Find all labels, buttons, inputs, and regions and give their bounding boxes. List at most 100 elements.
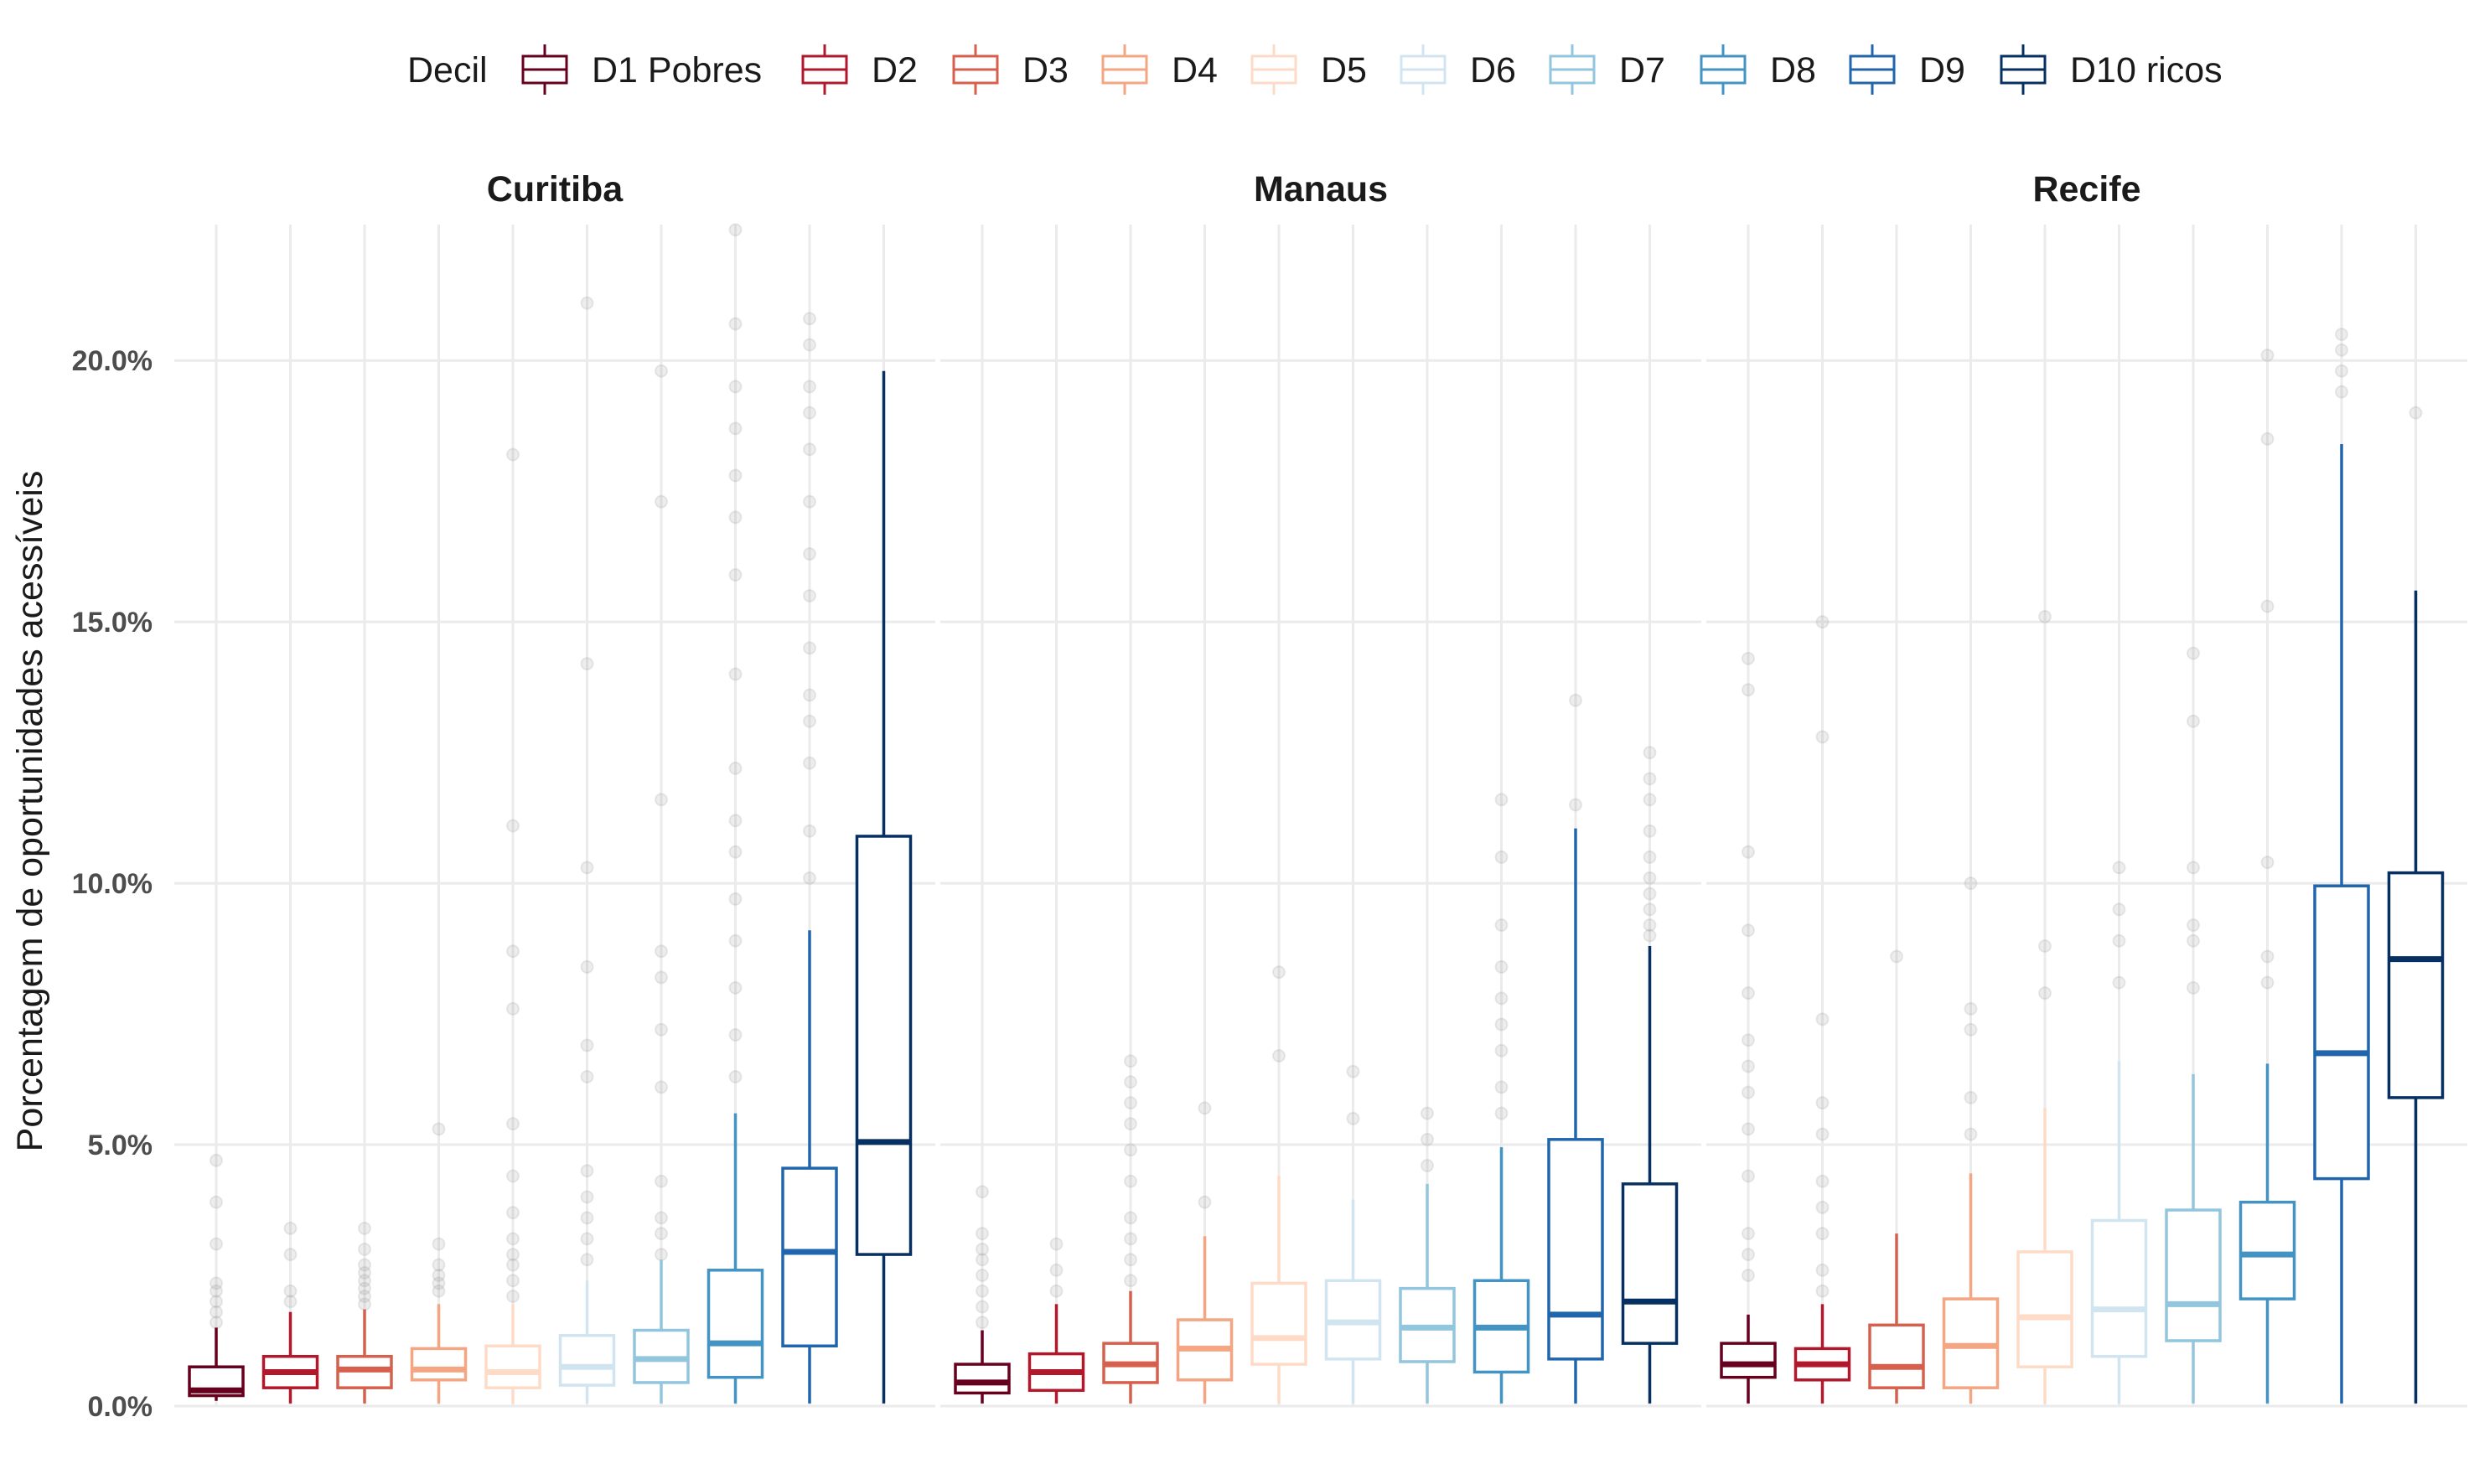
outlier-point — [728, 380, 743, 394]
outlier-point — [1643, 772, 1657, 786]
box-4 — [1942, 876, 2000, 1404]
outlier-point — [580, 1253, 594, 1267]
box-5 — [1250, 965, 1307, 1404]
outlier-point — [2260, 856, 2275, 870]
outlier-point — [655, 1211, 668, 1225]
outlier-point — [655, 970, 668, 985]
outlier-point — [1124, 1096, 1137, 1110]
outlier-point — [1421, 1106, 1434, 1120]
outlier-point — [580, 657, 594, 671]
outlier-point — [803, 442, 816, 457]
outlier-point — [210, 1305, 223, 1319]
outlier-point — [803, 338, 816, 352]
outlier-point — [1742, 845, 1755, 859]
y-axis: 0.0% 5.0% 10.0% 15.0% 20.0% — [72, 345, 153, 1423]
outlier-point — [1742, 1085, 1755, 1099]
outlier-point — [580, 1190, 594, 1204]
outlier-point — [358, 1221, 371, 1235]
outlier-point — [1742, 1059, 1755, 1073]
outlier-point — [803, 824, 816, 838]
y-tick-label: 20.0% — [72, 345, 153, 377]
outlier-point — [803, 312, 816, 326]
outlier-point — [1124, 1054, 1137, 1068]
box-5 — [484, 447, 541, 1404]
outlier-point — [1494, 1017, 1509, 1032]
outlier-point — [506, 447, 520, 462]
outlier-point — [1049, 1263, 1064, 1277]
legend-label: D3 — [1022, 50, 1069, 90]
outlier-point — [506, 1206, 520, 1220]
outlier-point — [1569, 798, 1582, 812]
outlier-point — [1198, 1101, 1212, 1115]
outlier-point — [506, 1258, 520, 1272]
outlier-point — [358, 1281, 371, 1295]
outlier-point — [1494, 850, 1509, 864]
outlier-point — [1742, 651, 1755, 665]
outlier-point — [580, 296, 594, 310]
outlier-point — [728, 1069, 743, 1083]
outlier-point — [1643, 928, 1657, 943]
outlier-point — [728, 1028, 743, 1042]
outlier-point — [1742, 1033, 1755, 1047]
box-10 — [855, 370, 913, 1404]
outlier-point — [358, 1258, 371, 1272]
box-6 — [1324, 1064, 1382, 1404]
legend-item: D3 — [952, 44, 1069, 95]
outlier-point — [1815, 1284, 1830, 1298]
box-iqr — [1250, 1281, 1307, 1366]
panel-title: Recife — [2032, 169, 2140, 209]
outlier-point — [358, 1265, 371, 1280]
outlier-point — [803, 641, 816, 655]
outlier-point — [1198, 1195, 1212, 1209]
outlier-point — [1643, 824, 1657, 838]
outlier-point — [283, 1248, 298, 1262]
box-4 — [1176, 1101, 1234, 1404]
y-axis-title: Porcentagem de oportunidades acessíveis — [10, 471, 50, 1152]
box-3 — [336, 1221, 393, 1404]
outlier-point — [2335, 385, 2348, 399]
outlier-point — [210, 1237, 223, 1251]
outlier-point — [1964, 1001, 1978, 1016]
outlier-point — [1494, 793, 1509, 807]
outlier-point — [506, 1001, 520, 1016]
box-3 — [1102, 1054, 1159, 1404]
outlier-point — [655, 1174, 668, 1188]
outlier-point — [1742, 1122, 1755, 1136]
outlier-point — [1643, 793, 1657, 807]
outlier-point — [655, 1080, 668, 1094]
panel-title: Manaus — [1254, 169, 1388, 209]
outlier-point — [976, 1316, 989, 1330]
outlier-point — [2335, 364, 2348, 378]
outlier-point — [2187, 933, 2200, 948]
outlier-point — [976, 1242, 989, 1256]
outlier-point — [728, 845, 743, 859]
outlier-point — [1494, 1080, 1509, 1094]
outlier-point — [1815, 615, 1830, 629]
outlier-point — [1742, 683, 1755, 697]
box-iqr — [2387, 871, 2445, 1099]
outlier-point — [1815, 1174, 1830, 1188]
outlier-point — [506, 819, 520, 833]
legend-title: Decil — [407, 50, 488, 90]
legend-label: D9 — [1919, 50, 1965, 90]
outlier-point — [1643, 902, 1657, 917]
outlier-point — [210, 1295, 223, 1309]
outlier-point — [1643, 850, 1657, 864]
legend-item: D7 — [1549, 44, 1665, 95]
legend-item: D4 — [1101, 44, 1218, 95]
legend-label: D4 — [1172, 50, 1218, 90]
outlier-point — [2260, 949, 2275, 964]
box-1 — [188, 1153, 245, 1401]
outlier-point — [1569, 693, 1582, 707]
outlier-point — [1815, 1127, 1830, 1141]
box-iqr — [781, 1166, 838, 1348]
outlier-point — [1964, 1127, 1978, 1141]
legend-key-icon — [1849, 44, 1896, 95]
outlier-point — [655, 494, 668, 509]
outlier-point — [2260, 348, 2275, 362]
outlier-point — [1494, 991, 1509, 1006]
outlier-point — [1815, 1200, 1830, 1214]
legend-key-icon — [521, 44, 568, 95]
legend-item: D5 — [1250, 44, 1367, 95]
outlier-point — [1643, 887, 1657, 901]
